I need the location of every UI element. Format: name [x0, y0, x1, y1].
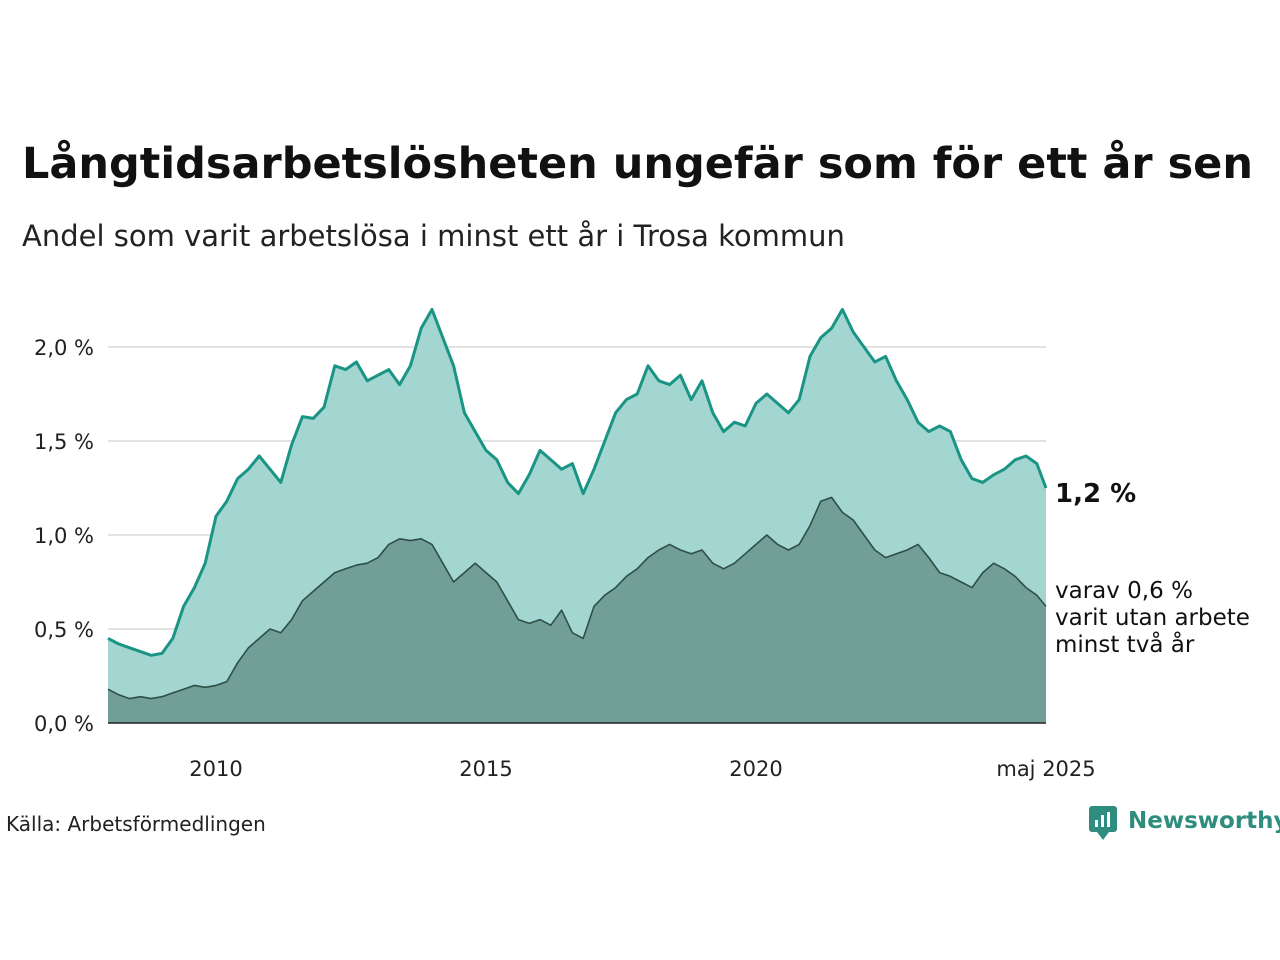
newsworthy-logo-icon [1089, 806, 1117, 840]
x-tick-label: 2020 [729, 757, 782, 781]
upper-series-line [107, 307, 1048, 657]
upper-end-label: 1,2 % [1055, 479, 1136, 509]
brand-name: Newsworthy [1128, 808, 1280, 834]
brand-logo: Newsworthy [1089, 806, 1280, 840]
x-tick-label: maj 2025 [996, 757, 1095, 781]
y-tick-label: 2,0 % [34, 336, 94, 360]
y-tick-label: 0,5 % [34, 618, 94, 642]
source-note: Källa: Arbetsförmedlingen [6, 812, 266, 836]
y-tick-label: 1,5 % [34, 430, 94, 454]
lower-end-label-line-2: varit utan arbete [1055, 605, 1250, 631]
x-tick-label: 2010 [189, 757, 242, 781]
chart-title: Långtidsarbetslösheten ungefär som för e… [22, 139, 1253, 189]
lower-end-label-line-3: minst två år [1055, 630, 1195, 658]
lower-series-area [108, 497, 1046, 723]
y-tick-label: 0,0 % [34, 712, 94, 736]
y-tick-label: 1,0 % [34, 524, 94, 548]
y-axis: 0,0 % 0,5 % 1,0 % 1,5 % 2,0 % [34, 336, 94, 736]
x-tick-label: 2015 [459, 757, 512, 781]
chart-subtitle: Andel som varit arbetslösa i minst ett å… [22, 219, 845, 253]
lower-series-line [107, 496, 1047, 700]
lower-end-label-line-1: varav 0,6 % [1055, 578, 1193, 604]
x-axis: 2010 2015 2020 maj 2025 [189, 757, 1095, 781]
plot-areas [107, 307, 1048, 724]
